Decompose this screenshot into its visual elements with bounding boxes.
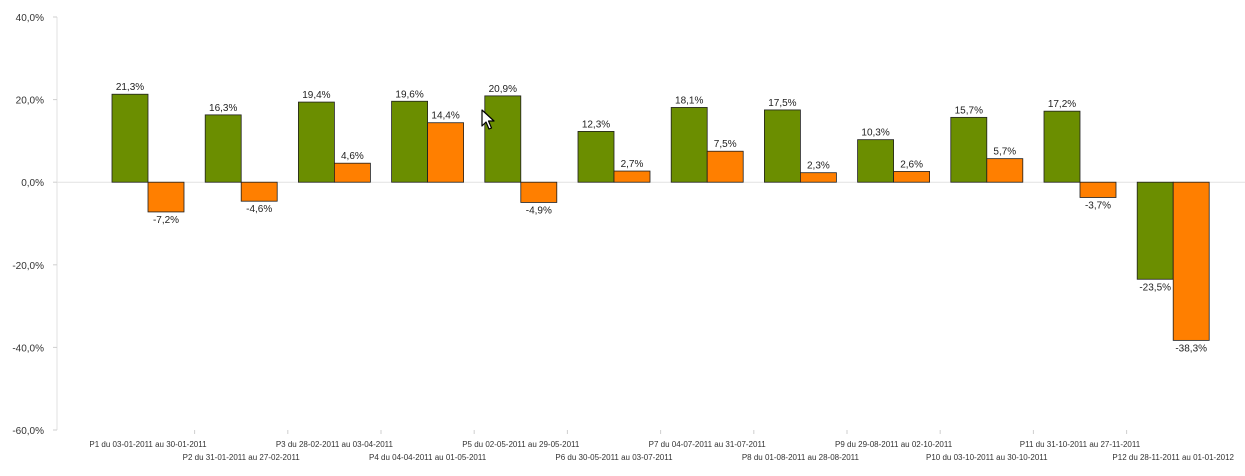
data-label: 20,9% bbox=[489, 84, 517, 95]
bar-orange-p4 bbox=[427, 122, 465, 183]
x-category-label: P8 du 01-08-2011 au 28-08-2011 bbox=[742, 453, 860, 462]
data-label: 7,5% bbox=[714, 139, 737, 150]
bar-orange-p5 bbox=[520, 181, 558, 203]
data-label: -7,2% bbox=[153, 215, 179, 226]
data-label: -4,6% bbox=[246, 204, 272, 215]
bar-green-p8 bbox=[764, 109, 801, 183]
bar-green-p10 bbox=[950, 116, 988, 183]
data-label: 19,6% bbox=[395, 89, 423, 100]
bar-green-p2 bbox=[204, 114, 242, 183]
x-category-label: P6 du 30-05-2011 au 03-07-2011 bbox=[555, 453, 673, 462]
bar-orange-p7 bbox=[706, 150, 744, 183]
y-tick-label: -40,0% bbox=[12, 343, 44, 354]
data-label: 2,6% bbox=[900, 159, 923, 170]
bar-green-p3 bbox=[297, 101, 335, 183]
x-category-label: P1 du 03-01-2011 au 30-01-2011 bbox=[89, 440, 207, 449]
bar-orange-p3 bbox=[333, 162, 371, 183]
x-category-label: P9 du 29-08-2011 au 02-10-2011 bbox=[835, 440, 953, 449]
bar-green-p9 bbox=[857, 139, 894, 183]
x-category-label: P4 du 04-04-2011 au 01-05-2011 bbox=[369, 453, 487, 462]
data-label: 15,7% bbox=[955, 105, 983, 116]
mouse-pointer-icon bbox=[481, 109, 495, 130]
x-category-label: P3 du 28-02-2011 au 03-04-2011 bbox=[276, 440, 394, 449]
data-label: 10,3% bbox=[861, 128, 889, 139]
data-label: -4,9% bbox=[526, 205, 552, 216]
x-category-label: P2 du 31-01-2011 au 27-02-2011 bbox=[183, 453, 301, 462]
bar-orange-p11 bbox=[1079, 181, 1117, 198]
data-label: 5,7% bbox=[993, 147, 1016, 158]
y-tick-label: 0,0% bbox=[21, 178, 44, 189]
bar-green-p4 bbox=[391, 100, 429, 183]
bar-green-p12 bbox=[1136, 181, 1174, 280]
bar-green-p7 bbox=[670, 107, 708, 183]
x-category-label: P5 du 02-05-2011 au 29-05-2011 bbox=[462, 440, 580, 449]
data-label: 16,3% bbox=[209, 103, 237, 114]
x-category-label: P11 du 31-10-2011 au 27-11-2011 bbox=[1020, 440, 1141, 449]
data-label: 17,5% bbox=[768, 98, 796, 109]
data-label: -23,5% bbox=[1139, 282, 1171, 293]
y-tick-label: 40,0% bbox=[16, 13, 44, 24]
data-label: 18,1% bbox=[675, 95, 703, 106]
data-label: 12,3% bbox=[582, 119, 610, 130]
bar-orange-p10 bbox=[986, 158, 1024, 183]
y-tick-label: -20,0% bbox=[12, 261, 44, 272]
data-label: 14,4% bbox=[431, 111, 459, 122]
data-label: -3,7% bbox=[1085, 200, 1111, 211]
data-label: 2,7% bbox=[621, 159, 644, 170]
bar-orange-p2 bbox=[240, 181, 278, 202]
bar-orange-p9 bbox=[893, 171, 930, 183]
y-tick-label: -60,0% bbox=[12, 426, 44, 437]
x-category-label: P10 du 03-10-2011 au 30-10-2011 bbox=[926, 453, 1048, 462]
data-label: 4,6% bbox=[341, 151, 364, 162]
x-category-label: P7 du 04-07-2011 au 31-07-2011 bbox=[649, 440, 767, 449]
bar-green-p11 bbox=[1043, 110, 1081, 183]
bar-green-p5 bbox=[484, 95, 522, 183]
bar-green-p6 bbox=[577, 131, 615, 183]
x-category-label: P12 du 28-11-2011 au 01-01-2012 bbox=[1112, 453, 1234, 462]
bar-orange-p1 bbox=[147, 181, 185, 213]
bar-green-p1 bbox=[111, 93, 149, 183]
y-tick-label: 20,0% bbox=[16, 96, 44, 107]
bar-orange-p12 bbox=[1172, 181, 1210, 341]
bar-orange-p6 bbox=[613, 170, 651, 183]
data-label: 17,2% bbox=[1048, 99, 1076, 110]
data-label: 19,4% bbox=[302, 90, 330, 101]
data-label: -38,3% bbox=[1175, 343, 1207, 354]
data-label: 2,3% bbox=[807, 161, 830, 172]
bar-orange-p8 bbox=[800, 172, 837, 183]
data-label: 21,3% bbox=[116, 82, 144, 93]
